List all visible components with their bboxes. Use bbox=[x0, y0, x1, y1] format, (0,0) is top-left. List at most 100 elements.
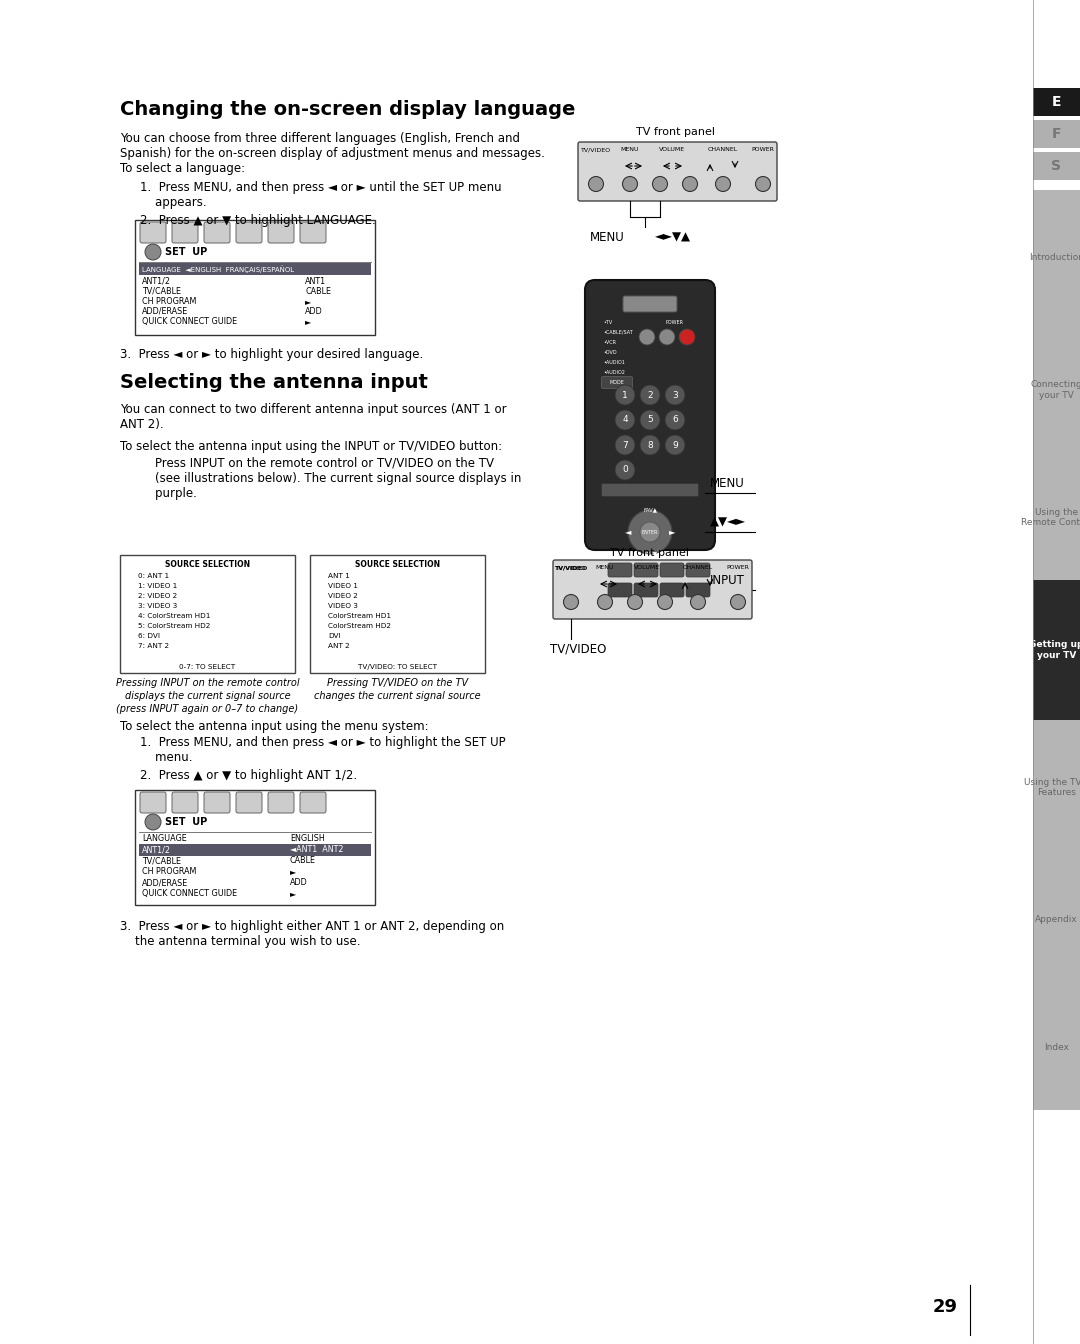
Text: 5: ColorStream HD2: 5: ColorStream HD2 bbox=[138, 624, 211, 629]
Bar bbox=[1032, 720, 1080, 855]
FancyBboxPatch shape bbox=[140, 222, 166, 243]
Text: ►: ► bbox=[291, 867, 296, 876]
Text: 0: ANT 1: 0: ANT 1 bbox=[138, 573, 170, 579]
Circle shape bbox=[622, 176, 637, 191]
Text: ENTER: ENTER bbox=[642, 530, 658, 535]
Text: To select the antenna input using the INPUT or TV/VIDEO button:: To select the antenna input using the IN… bbox=[120, 439, 502, 453]
FancyBboxPatch shape bbox=[634, 583, 658, 597]
Text: ANT1: ANT1 bbox=[305, 277, 326, 286]
Text: MENU: MENU bbox=[621, 146, 639, 152]
Text: 3.  Press ◄ or ► to highlight your desired language.: 3. Press ◄ or ► to highlight your desire… bbox=[120, 348, 423, 362]
Circle shape bbox=[730, 594, 745, 609]
Text: MENU: MENU bbox=[590, 231, 624, 245]
Bar bbox=[1032, 855, 1080, 985]
Text: CH PROGRAM: CH PROGRAM bbox=[141, 867, 197, 876]
Text: the antenna terminal you wish to use.: the antenna terminal you wish to use. bbox=[120, 935, 361, 948]
Bar bbox=[139, 844, 372, 856]
Text: To select a language:: To select a language: bbox=[120, 163, 245, 175]
Text: Connecting
your TV: Connecting your TV bbox=[1030, 380, 1080, 399]
Bar bbox=[139, 263, 372, 276]
Text: Selecting the antenna input: Selecting the antenna input bbox=[120, 374, 428, 392]
FancyBboxPatch shape bbox=[140, 792, 166, 813]
Text: 1.  Press MENU, and then press ◄ or ► until the SET UP menu: 1. Press MENU, and then press ◄ or ► unt… bbox=[140, 181, 501, 194]
Circle shape bbox=[665, 384, 685, 405]
Text: ANT1/2: ANT1/2 bbox=[141, 277, 171, 286]
Circle shape bbox=[715, 176, 730, 191]
Text: Using the
Remote Control: Using the Remote Control bbox=[1022, 508, 1080, 527]
Text: ANT 2: ANT 2 bbox=[328, 642, 350, 649]
Text: S: S bbox=[1052, 159, 1062, 173]
Text: ▲▼◄►: ▲▼◄► bbox=[710, 516, 746, 530]
Circle shape bbox=[615, 460, 635, 480]
FancyBboxPatch shape bbox=[300, 222, 326, 243]
Text: LANGUAGE  ◄ENGLISH  FRANÇAIS/ESPAÑOL: LANGUAGE ◄ENGLISH FRANÇAIS/ESPAÑOL bbox=[141, 265, 294, 273]
Text: Pressing INPUT on the remote control: Pressing INPUT on the remote control bbox=[116, 677, 299, 688]
Text: TV/CABLE: TV/CABLE bbox=[141, 288, 181, 296]
Circle shape bbox=[639, 329, 654, 345]
Text: 8: 8 bbox=[647, 441, 653, 449]
Circle shape bbox=[640, 384, 660, 405]
FancyBboxPatch shape bbox=[553, 560, 752, 620]
Text: LANGUAGE: LANGUAGE bbox=[141, 835, 187, 843]
Text: Introduction: Introduction bbox=[1029, 253, 1080, 262]
FancyBboxPatch shape bbox=[660, 583, 684, 597]
Text: VOLUME: VOLUME bbox=[634, 564, 660, 570]
Text: POWER: POWER bbox=[752, 146, 774, 152]
Text: 4: ColorStream HD1: 4: ColorStream HD1 bbox=[138, 613, 211, 620]
Text: VIDEO 2: VIDEO 2 bbox=[328, 593, 357, 599]
Text: 4: 4 bbox=[622, 415, 627, 425]
FancyBboxPatch shape bbox=[623, 296, 677, 312]
Text: ►: ► bbox=[305, 297, 311, 306]
Text: TV/VIDEO: TV/VIDEO bbox=[556, 564, 586, 570]
FancyBboxPatch shape bbox=[686, 583, 710, 597]
FancyBboxPatch shape bbox=[608, 583, 632, 597]
Text: CHANNEL: CHANNEL bbox=[707, 146, 738, 152]
Text: purple.: purple. bbox=[140, 487, 197, 500]
FancyBboxPatch shape bbox=[204, 792, 230, 813]
Bar bbox=[135, 790, 375, 905]
FancyBboxPatch shape bbox=[172, 792, 198, 813]
Text: ENGLISH: ENGLISH bbox=[291, 835, 325, 843]
FancyBboxPatch shape bbox=[578, 142, 777, 202]
Text: 7: ANT 2: 7: ANT 2 bbox=[138, 642, 170, 649]
Circle shape bbox=[615, 384, 635, 405]
Text: TV/CABLE: TV/CABLE bbox=[141, 856, 181, 866]
Text: INPUT: INPUT bbox=[710, 574, 745, 587]
Text: Index: Index bbox=[1044, 1043, 1069, 1052]
Circle shape bbox=[640, 521, 660, 542]
Text: QUICK CONNECT GUIDE: QUICK CONNECT GUIDE bbox=[141, 317, 238, 327]
Text: CH PROGRAM: CH PROGRAM bbox=[141, 297, 197, 306]
Bar bbox=[1032, 581, 1080, 720]
Text: Using the TV’s
Features: Using the TV’s Features bbox=[1024, 778, 1080, 797]
Text: 2: VIDEO 2: 2: VIDEO 2 bbox=[138, 593, 177, 599]
Text: displays the current signal source: displays the current signal source bbox=[124, 691, 291, 702]
Text: CHANNEL: CHANNEL bbox=[683, 564, 713, 570]
Text: To select the antenna input using the menu system:: To select the antenna input using the me… bbox=[120, 720, 429, 732]
Text: ColorStream HD1: ColorStream HD1 bbox=[328, 613, 391, 620]
Circle shape bbox=[145, 814, 161, 831]
FancyBboxPatch shape bbox=[300, 792, 326, 813]
Bar bbox=[135, 220, 375, 335]
FancyBboxPatch shape bbox=[686, 563, 710, 577]
Circle shape bbox=[665, 410, 685, 430]
FancyBboxPatch shape bbox=[585, 280, 715, 550]
Text: 6: 6 bbox=[672, 415, 678, 425]
Text: FAV▲: FAV▲ bbox=[643, 508, 657, 512]
Text: •VCR: •VCR bbox=[603, 340, 616, 345]
Circle shape bbox=[564, 594, 579, 609]
Bar bbox=[1032, 152, 1080, 180]
Text: POWER: POWER bbox=[665, 320, 683, 325]
Circle shape bbox=[665, 435, 685, 456]
Text: ►: ► bbox=[669, 527, 675, 536]
Text: FAV▼: FAV▼ bbox=[643, 551, 657, 556]
Text: ►: ► bbox=[291, 888, 296, 898]
Text: CABLE: CABLE bbox=[305, 288, 330, 296]
FancyBboxPatch shape bbox=[268, 222, 294, 243]
Text: 6: DVI: 6: DVI bbox=[138, 633, 160, 638]
Text: TV/VIDEO: TV/VIDEO bbox=[550, 642, 606, 655]
FancyBboxPatch shape bbox=[237, 222, 262, 243]
Text: 9: 9 bbox=[672, 441, 678, 449]
FancyBboxPatch shape bbox=[660, 563, 684, 577]
Text: Setting up
your TV: Setting up your TV bbox=[1030, 640, 1080, 660]
Circle shape bbox=[658, 594, 673, 609]
